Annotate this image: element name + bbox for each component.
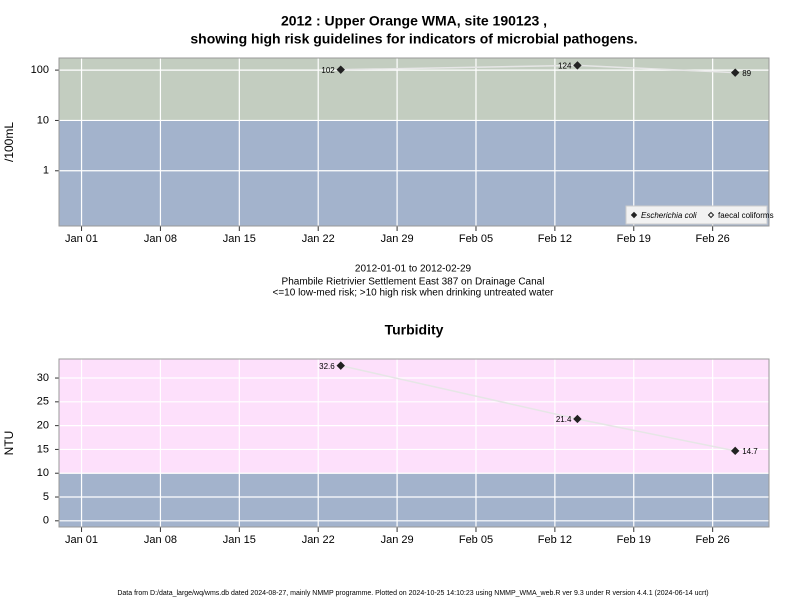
high-risk-band xyxy=(59,58,769,121)
x-tick-label: Feb 05 xyxy=(459,534,493,546)
x-tick-label: Feb 26 xyxy=(696,534,730,546)
x-tick-label: Jan 01 xyxy=(65,534,98,546)
y-tick-label: 100 xyxy=(31,64,49,76)
x-tick-label: Feb 12 xyxy=(538,534,572,546)
note: 2012-01-01 to 2012-02-29 xyxy=(355,264,472,275)
data-point xyxy=(573,414,582,424)
x-tick-label: Feb 26 xyxy=(696,233,730,245)
legend-box xyxy=(625,205,768,225)
plot-frame xyxy=(58,57,770,227)
plot-frame xyxy=(58,358,770,528)
high-risk-band xyxy=(59,359,769,474)
y-tick-label: 0 xyxy=(43,515,49,527)
y-tick-label: 25 xyxy=(37,396,49,408)
chart-title: showing high risk guidelines for indicat… xyxy=(190,31,637,47)
x-tick-label: Jan 29 xyxy=(381,534,414,546)
chart-title: 2012 : Upper Orange WMA, site 190123 , xyxy=(281,13,547,29)
data-label: 89 xyxy=(742,69,751,78)
y-tick-label: 20 xyxy=(37,420,49,432)
data-label: 32.6 xyxy=(319,362,335,371)
data-point xyxy=(573,61,582,70)
legend-label: Escherichia coli xyxy=(641,211,697,220)
x-tick-label: Jan 15 xyxy=(223,233,256,245)
legend-label: faecal coliforms xyxy=(718,211,774,220)
y-tick-label: 30 xyxy=(37,372,49,384)
x-tick-label: Feb 05 xyxy=(459,233,493,245)
y-tick-label: 15 xyxy=(37,443,49,455)
data-point xyxy=(336,65,345,74)
legend-marker xyxy=(630,211,638,219)
y-axis-label: NTU xyxy=(2,431,16,456)
data-label: 21.4 xyxy=(556,415,572,424)
data-point xyxy=(730,68,740,77)
chart-title: Turbidity xyxy=(385,322,444,338)
x-tick-label: Jan 08 xyxy=(144,534,177,546)
legend-marker xyxy=(707,211,715,219)
y-axis-label: /100mL xyxy=(2,122,16,162)
data-point xyxy=(336,361,345,370)
note: <=10 low-med risk; >10 high risk when dr… xyxy=(273,288,555,299)
x-tick-label: Jan 15 xyxy=(223,534,256,546)
x-tick-label: Feb 19 xyxy=(617,233,651,245)
y-tick-label: 10 xyxy=(37,467,49,479)
x-tick-label: Jan 29 xyxy=(381,233,414,245)
x-tick-label: Jan 22 xyxy=(302,233,335,245)
data-point xyxy=(730,446,740,456)
x-tick-label: Feb 12 xyxy=(538,233,572,245)
x-tick-label: Jan 22 xyxy=(302,534,335,546)
data-label: 124 xyxy=(558,62,572,71)
x-tick-label: Feb 19 xyxy=(617,534,651,546)
x-tick-label: Jan 01 xyxy=(65,233,98,245)
x-tick-label: Jan 08 xyxy=(144,233,177,245)
y-tick-label: 5 xyxy=(43,491,49,503)
data-label: 14.7 xyxy=(742,447,758,456)
note: Phambile Rietrivier Settlement East 387 … xyxy=(282,277,545,288)
y-tick-label: 10 xyxy=(37,114,49,126)
y-tick-label: 1 xyxy=(43,165,49,177)
low-risk-band xyxy=(59,473,769,527)
data-label: 102 xyxy=(321,66,335,75)
footer: Data from D:/data_large/wq/wms.db dated … xyxy=(117,590,708,597)
